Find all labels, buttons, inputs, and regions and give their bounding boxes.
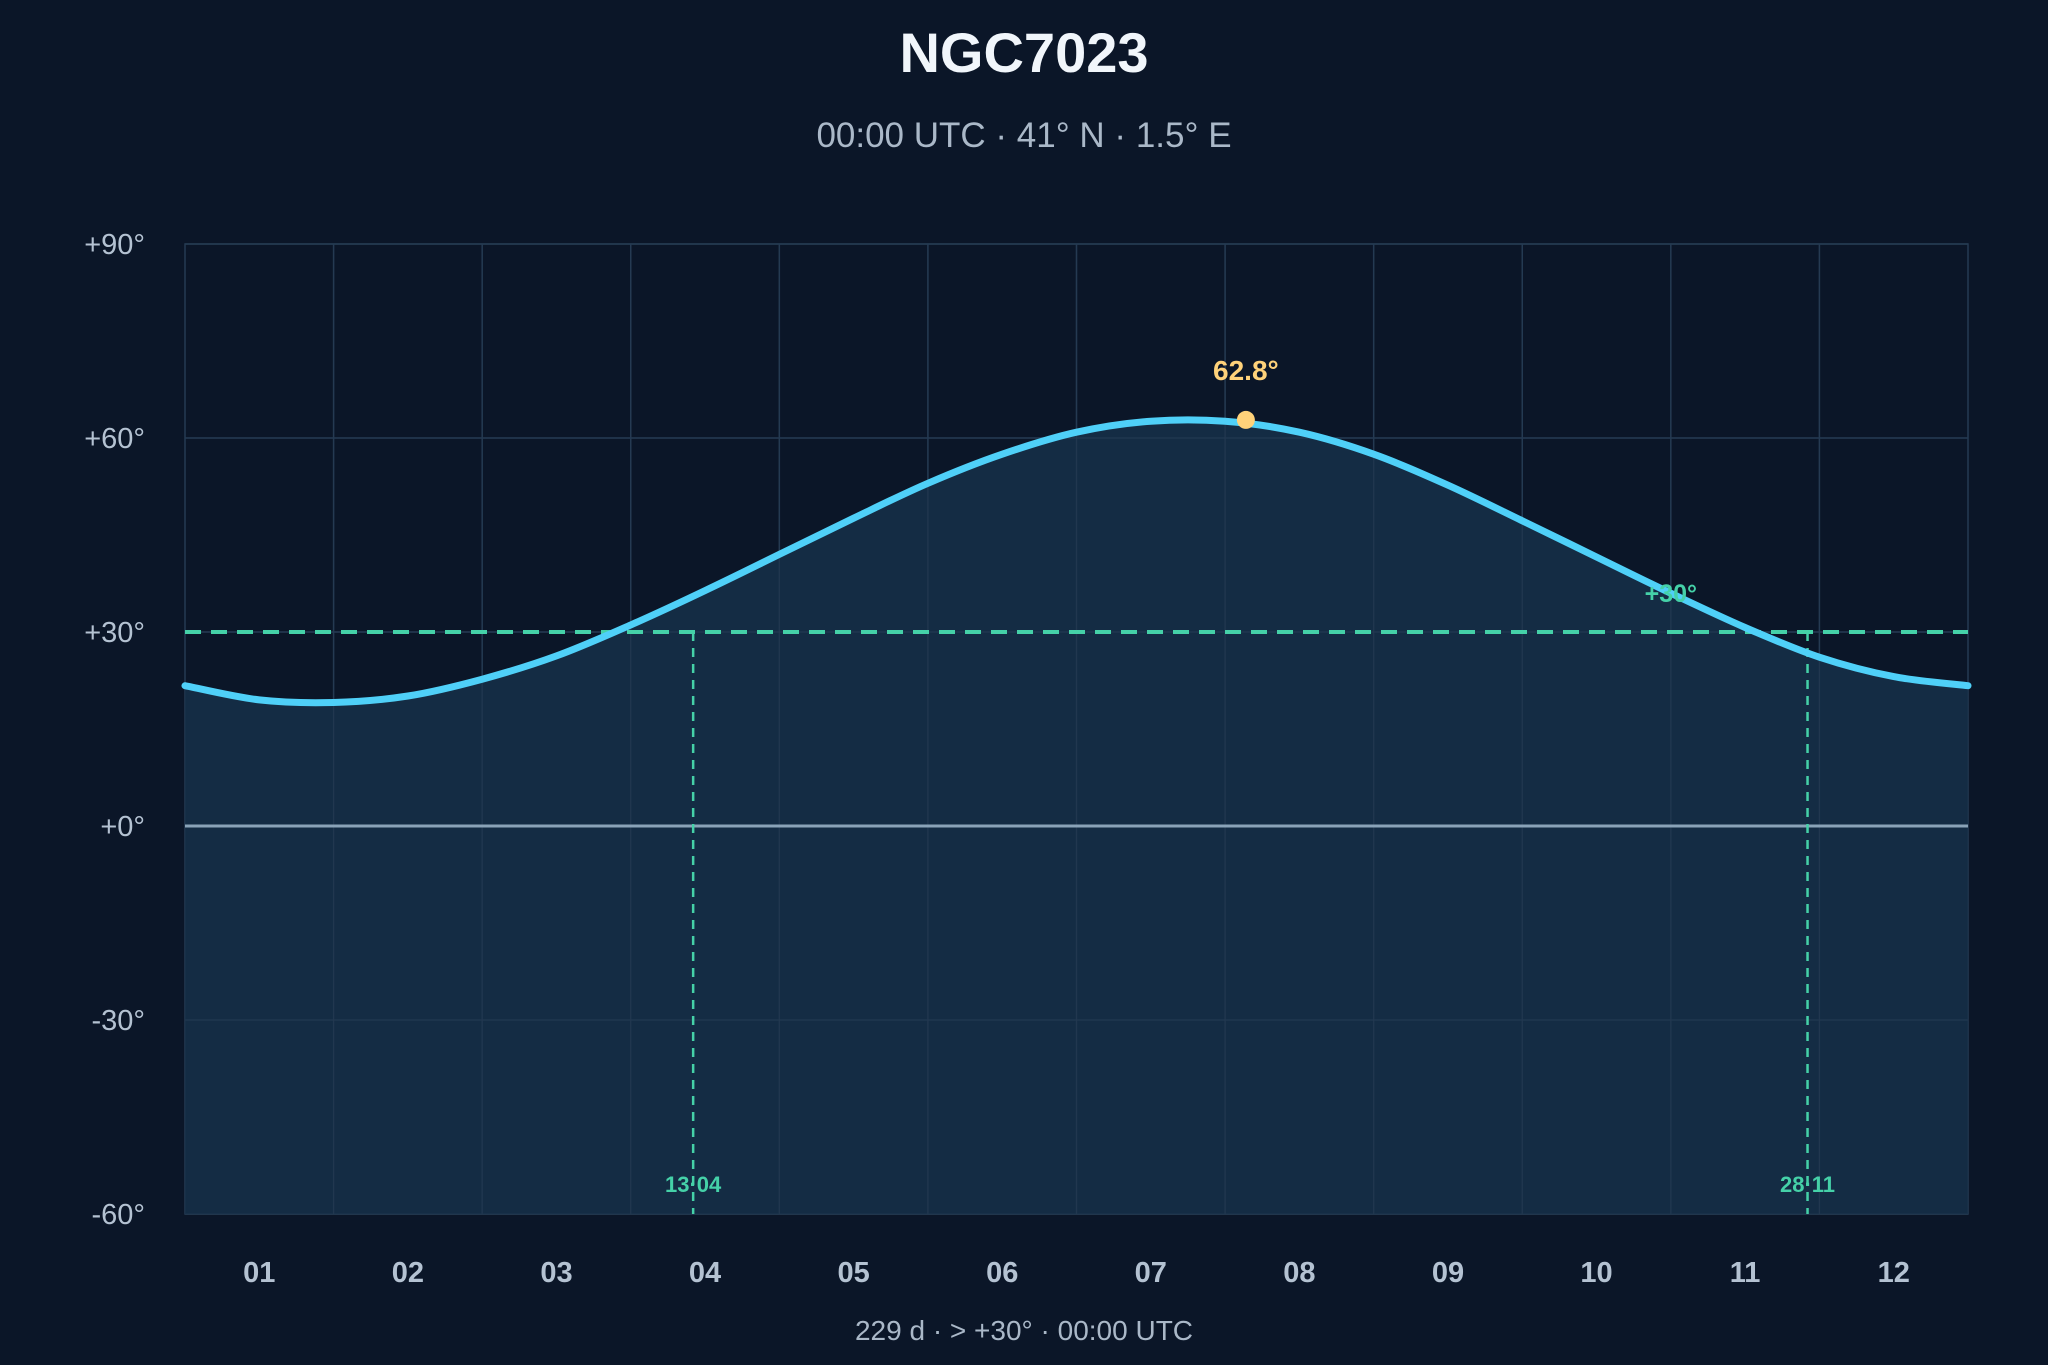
x-tick-label: 10 <box>1580 1257 1612 1289</box>
y-tick-label: +30° <box>84 617 145 649</box>
x-tick-label: 02 <box>392 1257 424 1289</box>
x-tick-label: 09 <box>1432 1257 1464 1289</box>
x-tick-label: 01 <box>243 1257 275 1289</box>
x-tick-label: 03 <box>540 1257 572 1289</box>
chart-footer: 229 d · > +30° · 00:00 UTC <box>855 1315 1193 1346</box>
y-tick-label: +0° <box>100 811 145 843</box>
y-tick-label: -60° <box>91 1199 145 1231</box>
x-tick-label: 08 <box>1283 1257 1315 1289</box>
x-tick-label: 07 <box>1135 1257 1167 1289</box>
x-tick-label: 05 <box>837 1257 869 1289</box>
x-tick-label: 12 <box>1878 1257 1910 1289</box>
x-tick-label: 04 <box>689 1257 721 1289</box>
y-tick-label: -30° <box>91 1005 145 1037</box>
y-tick-label: +90° <box>84 229 145 261</box>
x-tick-label: 11 <box>1730 1257 1761 1289</box>
peak-marker <box>1236 410 1255 429</box>
plot-area: 13·04 28·11 +30° 62.8° +90° +60° +30° +0° -30° -6… <box>84 229 1972 1289</box>
crossing-label: 28·11 <box>1780 1172 1835 1197</box>
x-tick-label: 06 <box>986 1257 1018 1289</box>
crossing-label: 13·04 <box>665 1172 722 1197</box>
altitude-curve <box>181 416 1972 707</box>
peak-label: 62.8° <box>1213 355 1279 386</box>
threshold-label: +30° <box>1645 580 1697 608</box>
y-tick-label: +60° <box>84 423 145 455</box>
chart-title: NGC7023 <box>899 21 1148 84</box>
chart-subtitle: 00:00 UTC · 41° N · 1.5° E <box>816 116 1231 155</box>
